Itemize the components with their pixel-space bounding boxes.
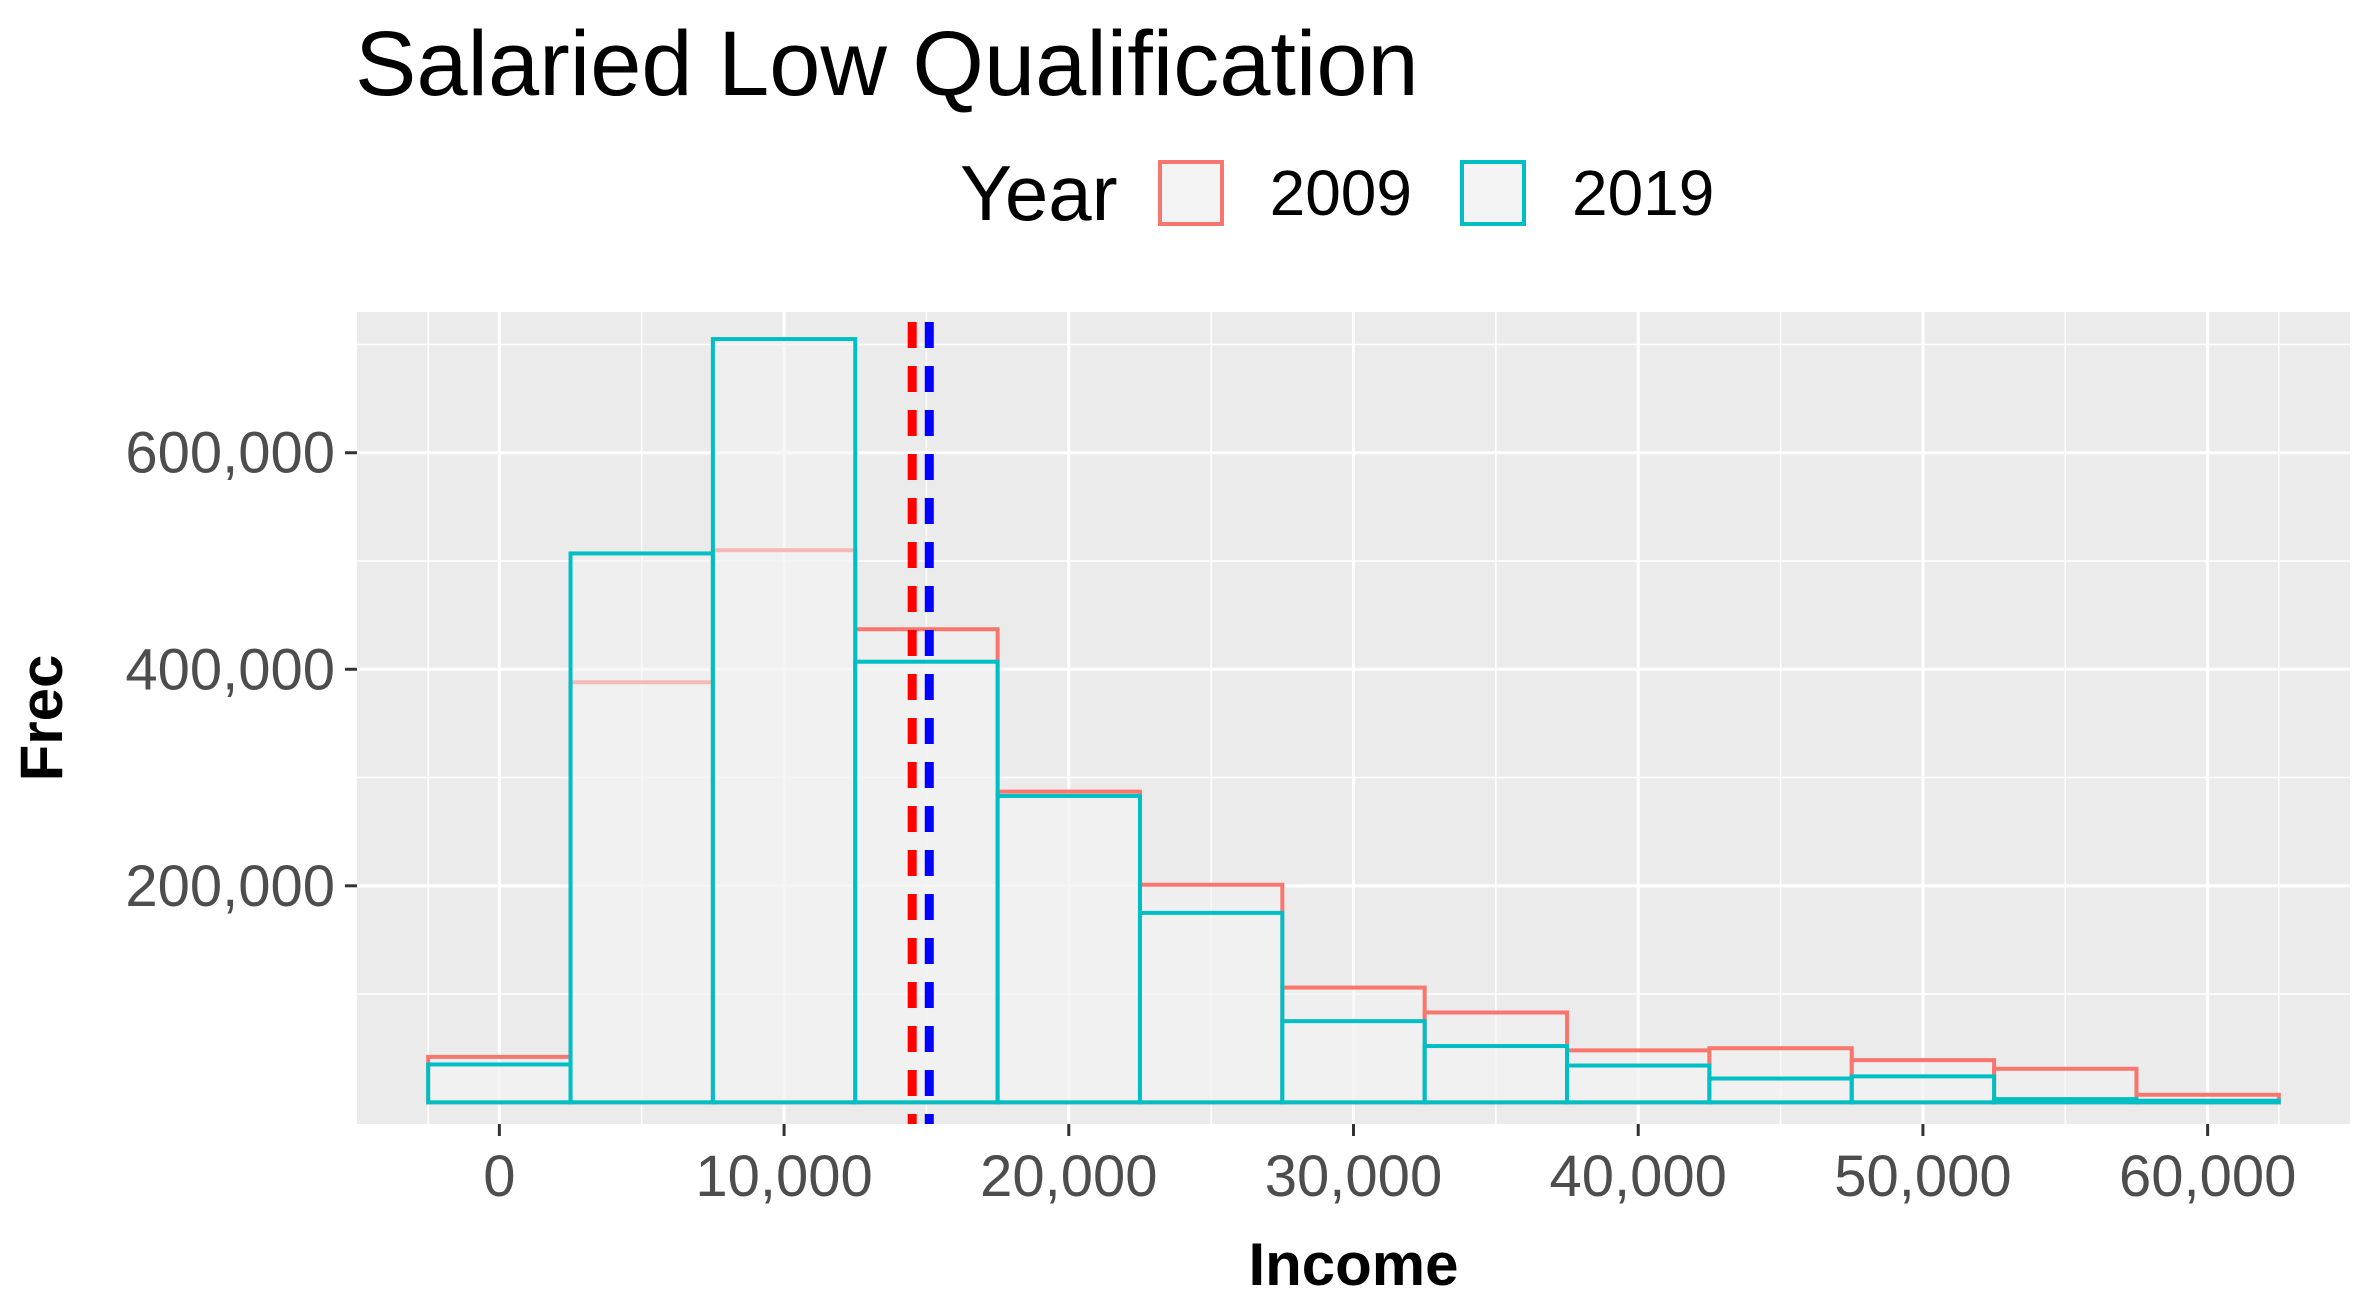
bar-2019-7 [1422,1044,1570,1105]
reference-lines [907,322,934,1124]
legend-key-2019 [1459,160,1526,226]
bar-2019-11 [1992,1097,2139,1105]
x-tick-label: 40,000 [1550,1144,1727,1209]
legend-title: Year [960,148,1118,237]
bar-2019-10 [1849,1074,1997,1105]
x-tick-label: 30,000 [1265,1144,1442,1209]
bar-2019-4 [995,793,1142,1105]
x-tick-label: 50,000 [1834,1144,2011,1209]
bar-2019-8 [1565,1063,1712,1105]
x-tick-label: 20,000 [980,1144,1157,1209]
y-tick-label: 400,000 [125,637,335,702]
bar-2019-6 [1280,1019,1427,1105]
legend-item-2009: 2009 [1157,156,1412,230]
legend-key-2009 [1157,160,1224,226]
bar-2019-0 [426,1062,573,1105]
x-tick-label: 60,000 [2119,1144,2296,1209]
x-axis-title: Income [1248,1231,1458,1298]
bar-2019-9 [1707,1076,1854,1105]
legend: Year 2009 2019 [960,148,1762,238]
bar-2019-12 [2134,1098,2281,1105]
legend-label-2019: 2019 [1571,157,1715,229]
y-tick-label: 600,000 [125,421,335,486]
y-tick-label: 200,000 [125,854,335,919]
legend-item-2019: 2019 [1459,156,1715,230]
legend-label-2009: 2009 [1269,157,1412,229]
axes: 0 10,000 20,000 30,000 40,000 50,000 60,000 200… [125,421,2296,1209]
bar-2019-2 [710,337,858,1105]
x-tick-label: 10,000 [695,1144,872,1209]
bar-2019-5 [1137,910,1285,1105]
y-axis-title: Frec [8,655,75,782]
x-tick-label: 0 [483,1144,515,1209]
bar-2019-1 [568,551,715,1105]
chart-title: Salaried Low Qualification [355,13,1419,115]
